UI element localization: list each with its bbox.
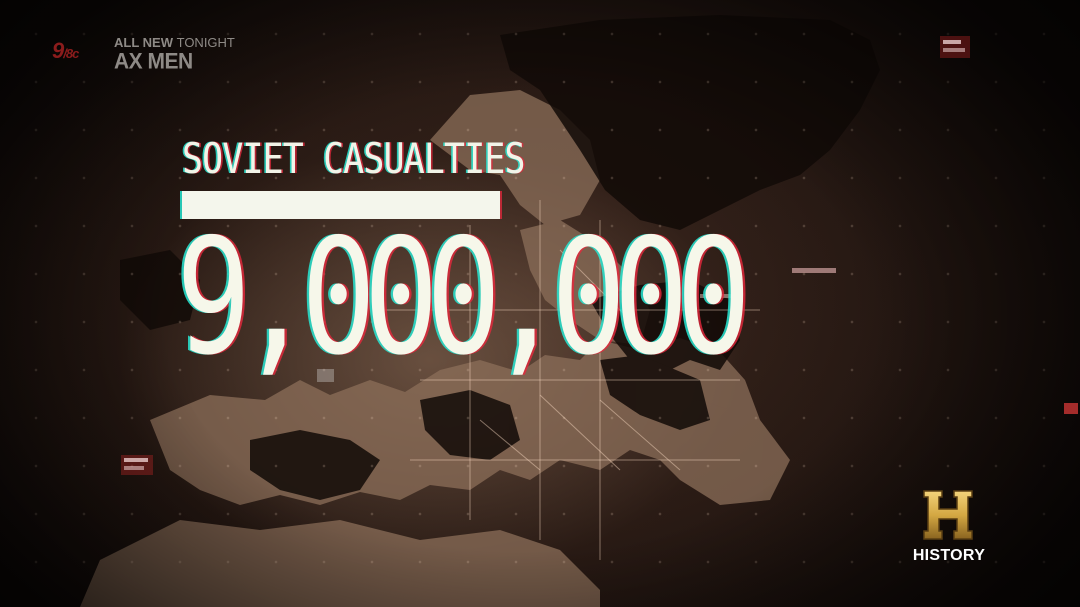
glitch-blip — [792, 268, 836, 273]
headline-title: SOVIET CASUALTIES — [182, 134, 526, 183]
history-logo: HISTORY — [902, 485, 994, 571]
glitch-blip — [317, 369, 334, 382]
promo-time-suffix: /8c — [63, 46, 79, 61]
promo-tagline-prefix: ALL NEW — [114, 35, 173, 50]
glitch-blip — [700, 294, 732, 298]
history-logo-text: HISTORY — [912, 547, 986, 564]
promo-show-title: AX MEN — [114, 49, 193, 74]
promo-tagline-suffix: TONIGHT — [176, 35, 235, 50]
promo-tagline: ALL NEW TONIGHT — [114, 35, 235, 50]
promo-airtime: 9/8c — [52, 38, 79, 64]
headline-underline-bar — [182, 191, 500, 219]
h-shield-icon — [923, 490, 973, 540]
promo-time-number: 9 — [52, 38, 64, 63]
casualty-count: 9,000,000 — [176, 204, 751, 391]
glitch-blip — [121, 455, 153, 475]
glitch-blip — [940, 36, 970, 58]
glitch-blip — [1064, 403, 1078, 414]
